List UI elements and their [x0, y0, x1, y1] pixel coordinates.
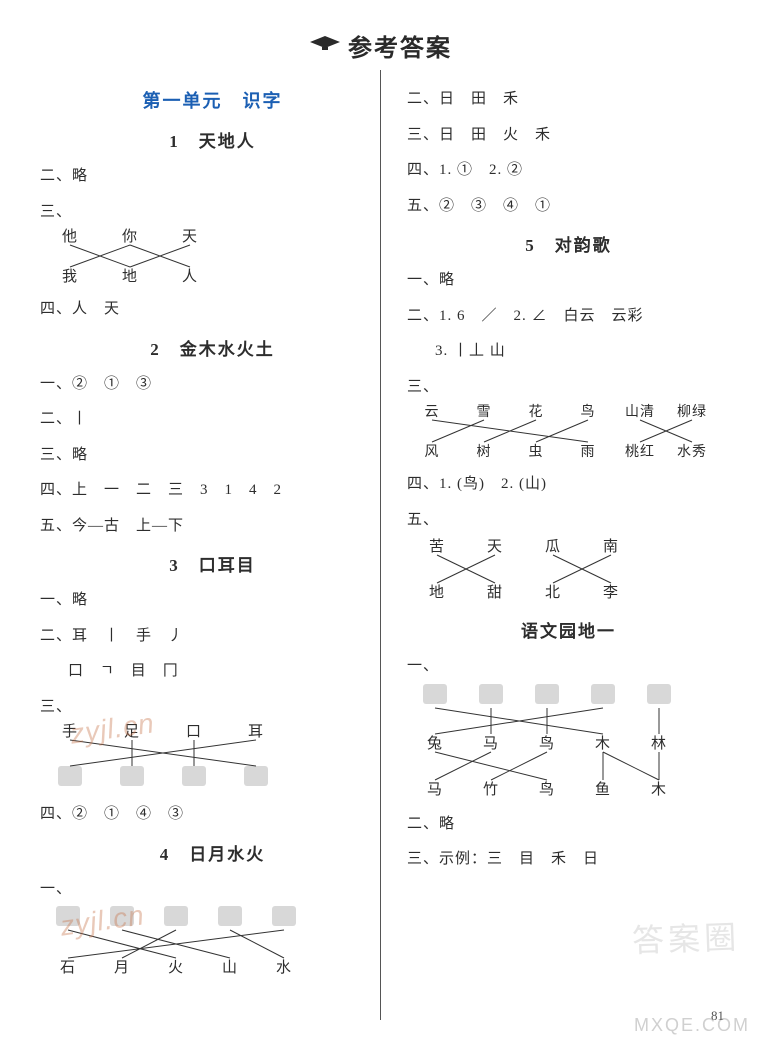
svg-text:水: 水	[276, 959, 292, 976]
svg-text:李: 李	[603, 584, 619, 601]
r4-q4: 四、1. ① 2. ②	[407, 158, 730, 184]
svg-text:水秀: 水秀	[677, 444, 707, 460]
svg-text:树: 树	[477, 444, 492, 460]
svg-text:鸟: 鸟	[539, 781, 555, 798]
graduation-cap-icon	[308, 32, 342, 50]
l5-q4: 四、1. (鸟) 2. (山)	[407, 472, 730, 498]
svg-text:瓜: 瓜	[545, 539, 561, 555]
l3-q2b: 口 ㄱ 目 冂	[40, 659, 385, 685]
l5-q5: 五、 苦 天 瓜 南地 甜 北 李	[407, 508, 730, 606]
svg-text:云: 云	[425, 405, 440, 420]
lesson1-title: 1 天地人	[40, 127, 385, 152]
r4-q5: 五、② ③ ④ ①	[407, 194, 730, 220]
g-q2: 二、略	[407, 812, 730, 838]
page-title-text: 参考答案	[348, 36, 452, 62]
l5-q3: 三、 云 雪 花 鸟 山清 柳绿风 树 虫 雨 桃红 水秀	[407, 375, 730, 463]
svg-text:木: 木	[651, 781, 667, 798]
watermark-mxqe: MXQE.COM	[634, 1015, 750, 1036]
columns: 第一单元 识字 1 天地人 二、略 三、 他你天我地人 四、人 天 2 金木水火…	[0, 63, 760, 989]
svg-text:地: 地	[122, 268, 138, 285]
lesson4-title: 4 日月水火	[40, 840, 385, 865]
svg-text:柳绿: 柳绿	[677, 403, 707, 420]
l1-q2: 二、略	[40, 164, 385, 190]
svg-text:竹: 竹	[483, 781, 499, 798]
svg-text:林: 林	[651, 735, 667, 752]
svg-text:鱼: 鱼	[595, 780, 611, 798]
watermark-daanquan: 答案圈	[631, 912, 741, 962]
l5-q2a: 二、1. 6 ／ 2. ∠ 白云 云彩	[407, 304, 730, 330]
l5-q5-label: 五、	[407, 512, 439, 528]
lesson5-title: 5 对韵歌	[407, 231, 730, 256]
svg-text:桃红: 桃红	[625, 444, 655, 460]
g-q1-label: 一、	[407, 658, 439, 674]
page-title: 参考答案	[0, 0, 760, 63]
l2-q2: 二、丨	[40, 407, 385, 433]
svg-text:地: 地	[429, 584, 445, 601]
l1-q3: 三、 他 你 天我 地 人	[40, 200, 385, 288]
svg-text:虫: 虫	[529, 444, 544, 460]
svg-text:我: 我	[62, 268, 78, 285]
svg-text:兔: 兔	[427, 735, 443, 752]
svg-text:天: 天	[182, 229, 198, 245]
right-column: 二、日 田 禾 三、日 田 火 禾 四、1. ① 2. ② 五、② ③ ④ ① …	[385, 77, 730, 989]
l3-q1: 一、略	[40, 588, 385, 614]
g-q1: 一、 兔马鸟木林马竹鸟鱼木	[407, 654, 730, 802]
svg-text:花: 花	[529, 404, 544, 420]
l5-q1: 一、略	[407, 268, 730, 294]
svg-text:马: 马	[483, 735, 499, 752]
g-q1-match: 兔马鸟木林马竹鸟鱼木	[407, 682, 707, 802]
svg-text:口: 口	[186, 724, 202, 740]
l5-q3-label: 三、	[407, 379, 439, 395]
svg-text:南: 南	[603, 538, 619, 555]
lesson2-title: 2 金木水火土	[40, 335, 385, 360]
svg-text:雪: 雪	[477, 404, 492, 420]
svg-text:火: 火	[168, 960, 184, 976]
l5-q3-match: 云 雪 花 鸟 山清 柳绿风 树 虫 雨 桃红 水秀	[407, 402, 717, 462]
g-q3: 三、示例：三 目 禾 日	[407, 847, 730, 873]
svg-text:木: 木	[595, 735, 611, 752]
svg-text:山: 山	[222, 959, 238, 976]
svg-text:人: 人	[182, 268, 198, 285]
svg-text:马: 马	[427, 781, 443, 798]
svg-text:石: 石	[60, 960, 76, 976]
svg-text:北: 北	[545, 584, 561, 601]
r4-q2: 二、日 田 禾	[407, 87, 730, 113]
svg-text:苦: 苦	[429, 538, 445, 555]
svg-text:山清: 山清	[625, 404, 655, 420]
l2-q3: 三、略	[40, 443, 385, 469]
svg-text:耳: 耳	[248, 724, 264, 740]
l2-q1: 一、② ① ③	[40, 372, 385, 398]
l3-q3: 三、 手足口耳 zyjl.cn	[40, 695, 385, 793]
left-column: 第一单元 识字 1 天地人 二、略 三、 他 你 天我 地 人 四、人 天 2 金木水火…	[40, 77, 385, 989]
l1-q4: 四、人 天	[40, 297, 385, 323]
l1-q3-match: 他 你 天我 地 人	[40, 227, 240, 287]
l4-q1: 一、 石月火山水 zyjl.cn	[40, 877, 385, 980]
l2-q4: 四、上 一 二 三 3 1 4 2	[40, 478, 385, 504]
svg-text:鸟: 鸟	[539, 735, 555, 752]
unit-title: 第一单元 识字	[40, 87, 385, 113]
l4-q1-label: 一、	[40, 881, 72, 897]
svg-text:你: 你	[122, 228, 138, 245]
svg-text:他: 他	[62, 228, 78, 245]
svg-text:鸟: 鸟	[581, 404, 596, 420]
l3-q4: 四、② ① ④ ③	[40, 802, 385, 828]
lesson3-title: 3 口耳目	[40, 551, 385, 576]
page-number: 81	[711, 1008, 724, 1024]
l2-q5: 五、今—古 上—下	[40, 514, 385, 540]
l5-q5-match: 苦 天 瓜 南地 甜 北 李	[407, 535, 657, 605]
r4-q3: 三、日 田 火 禾	[407, 123, 730, 149]
svg-text:风: 风	[425, 445, 440, 460]
svg-text:月: 月	[114, 960, 130, 976]
l3-q2a: 二、耳 丨 手 丿	[40, 624, 385, 650]
l1-q3-label: 三、	[40, 204, 72, 220]
svg-text:雨: 雨	[581, 445, 596, 460]
svg-text:甜: 甜	[487, 584, 503, 601]
garden-title: 语文园地一	[407, 617, 730, 642]
l5-q2b: 3. 丨丄 山	[407, 339, 730, 365]
svg-text:天: 天	[487, 539, 503, 555]
